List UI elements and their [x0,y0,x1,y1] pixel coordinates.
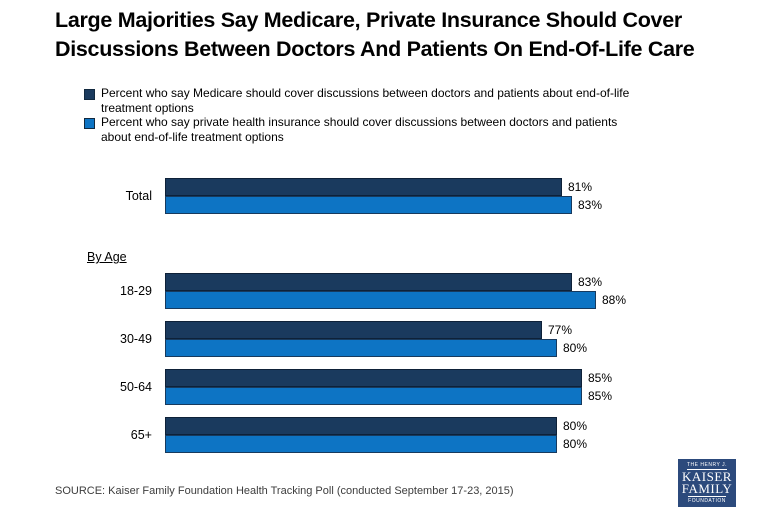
legend-swatch-medicare-icon [84,89,95,100]
bar-series-0 [165,417,557,435]
bar-line: 77% [165,321,770,339]
value-label: 85% [588,389,613,403]
bar-group-total: Total 81% 83% [0,178,770,214]
category-bars: 80% 80% [165,417,770,453]
value-label: 80% [563,419,588,433]
legend-private-line2: about end-of-life treatment options [101,129,284,144]
bar-chart: Total 81% 83% By Age 18-29 83% 88% 30-49 77% 80% 5… [0,178,770,465]
bar-line: 88% [165,291,770,309]
legend-medicare-line2: treatment options [101,100,194,115]
bar-group-65-: 65+ 80% 80% [0,417,770,453]
legend-item-medicare: Percent who say Medicare should cover di… [84,86,740,115]
kff-logo-line-4: FOUNDATION [688,496,726,504]
source-note: SOURCE: Kaiser Family Foundation Health … [55,485,514,497]
bar-group-30-49: 30-49 77% 80% [0,321,770,357]
category-bars: 77% 80% [165,321,770,357]
bar-line: 85% [165,369,770,387]
bar-line: 81% [165,178,770,196]
bar-series-1 [165,196,572,214]
chart-title-line-2: Discussions Between Doctors And Patients… [55,36,695,61]
bar-series-1 [165,339,557,357]
legend-private-line1: Percent who say private health insurance… [101,115,618,129]
bar-line: 83% [165,273,770,291]
section-heading-by-age: By Age [87,250,127,264]
category-label: 18-29 [120,284,152,298]
category-bars: 81% 83% [165,178,770,214]
chart-title: Large Majorities Say Medicare, Private I… [55,6,756,63]
value-label: 83% [578,275,603,289]
value-label: 85% [588,371,613,385]
category-label: 30-49 [120,332,152,346]
legend-item-private-insurance: Percent who say private health insurance… [84,115,740,144]
bar-line: 80% [165,417,770,435]
value-label: 81% [568,180,593,194]
category-bars: 85% 85% [165,369,770,405]
value-label: 88% [602,293,627,307]
value-label: 80% [563,437,588,451]
value-label: 77% [548,323,573,337]
bar-series-1 [165,291,596,309]
bar-series-0 [165,178,562,196]
bar-line: 80% [165,435,770,453]
value-label: 80% [563,341,588,355]
bar-group-50-64: 50-64 85% 85% [0,369,770,405]
kff-logo-line-2: KAISER [682,469,732,484]
category-label: 65+ [130,428,152,442]
value-label: 83% [578,198,603,212]
category-label: 50-64 [120,380,152,394]
chart-title-line-1: Large Majorities Say Medicare, Private I… [55,8,682,32]
bar-line: 85% [165,387,770,405]
bar-series-0 [165,273,572,291]
bar-series-0 [165,369,582,387]
kff-logo-line-1: THE HENRY J. [687,462,727,470]
bar-series-0 [165,321,542,339]
category-bars: 83% 88% [165,273,770,309]
bar-line: 80% [165,339,770,357]
legend-medicare-line1: Percent who say Medicare should cover di… [101,86,630,100]
kff-logo-line-3: FAMILY [681,480,733,496]
kff-logo: THE HENRY J. KAISER FAMILY FOUNDATION [678,459,736,507]
legend-item-medicare-label: Percent who say Medicare should cover di… [101,86,629,115]
legend-swatch-private-insurance-icon [84,118,95,129]
bar-series-1 [165,435,557,453]
category-label: Total [125,189,152,203]
legend-item-private-insurance-label: Percent who say private health insurance… [101,115,617,144]
bar-series-1 [165,387,582,405]
bar-group-18-29: 18-29 83% 88% [0,273,770,309]
legend: Percent who say Medicare should cover di… [84,86,740,144]
bar-line: 83% [165,196,770,214]
